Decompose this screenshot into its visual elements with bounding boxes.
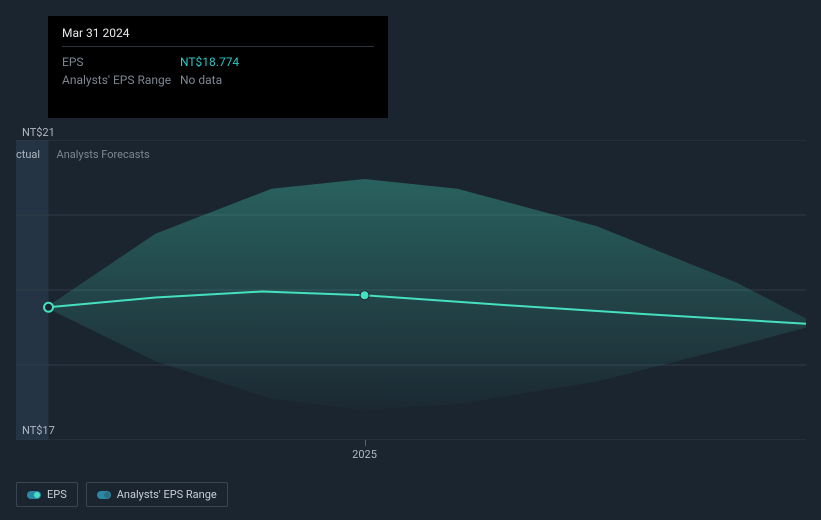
region-label-forecast: Analysts Forecasts [57,148,150,161]
tooltip-rows: EPSNT$18.774Analysts' EPS RangeNo data [62,53,374,89]
region-label-actual: ctual [16,148,40,161]
tooltip-row-value: No data [180,71,222,89]
legend-swatch [27,491,41,499]
legend-swatch [97,491,111,499]
legend-item[interactable]: Analysts' EPS Range [86,482,228,507]
chart-svg [16,140,806,440]
legend-label: Analysts' EPS Range [117,488,217,501]
tooltip-row-label: Analysts' EPS Range [62,71,180,89]
tooltip-divider [62,46,374,47]
tooltip: Mar 31 2024 EPSNT$18.774Analysts' EPS Ra… [48,16,388,118]
x-tick-label: 2025 [352,448,377,461]
chart-area[interactable]: NT$21NT$17ctualAnalysts Forecasts2025 [16,140,806,440]
legend: EPS Analysts' EPS Range [16,482,228,507]
tooltip-date: Mar 31 2024 [62,26,374,40]
tooltip-row-value: NT$18.774 [180,53,239,71]
y-axis-label: NT$21 [22,126,55,139]
y-axis-label: NT$17 [22,424,55,437]
x-tick-mark [365,440,366,446]
tooltip-row: Analysts' EPS RangeNo data [62,71,374,89]
legend-item[interactable]: EPS [16,482,78,507]
tooltip-row-label: EPS [62,53,180,71]
tooltip-row: EPSNT$18.774 [62,53,374,71]
legend-label: EPS [47,488,67,501]
